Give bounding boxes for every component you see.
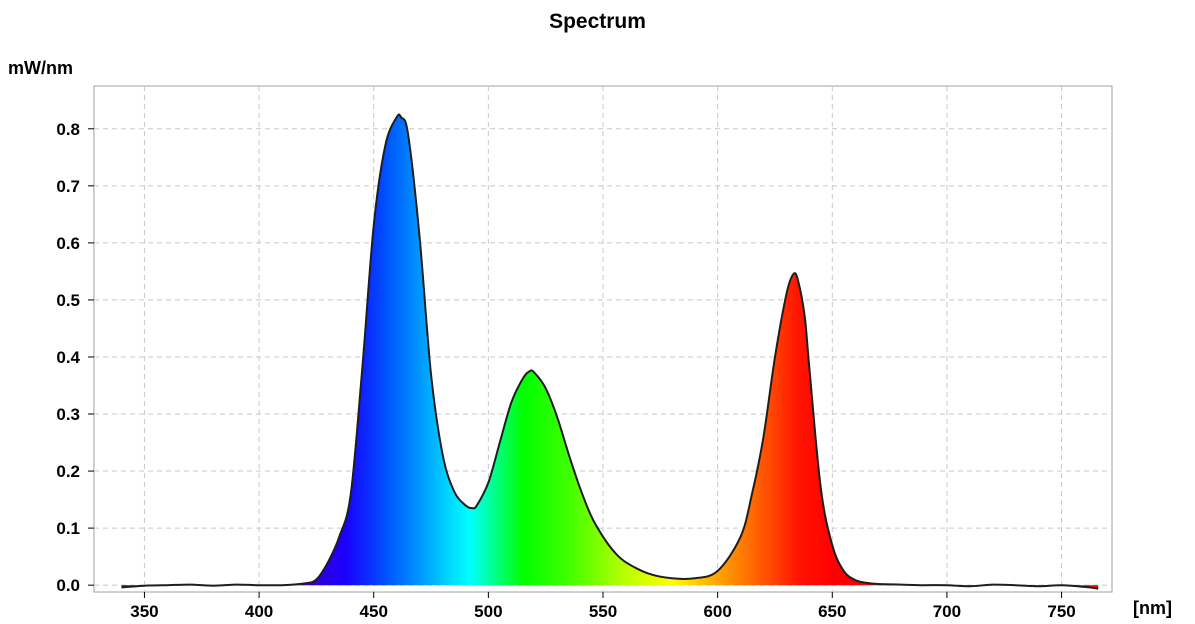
x-axis-ticks: 350 400 450 500 550 600 650 700 750 bbox=[130, 592, 1076, 621]
x-axis-label: [nm] bbox=[1133, 598, 1172, 618]
chart-title: Spectrum bbox=[549, 10, 646, 33]
y-tick-label: 0.8 bbox=[56, 120, 80, 139]
x-tick-label: 350 bbox=[130, 602, 158, 621]
x-tick-label: 400 bbox=[245, 602, 273, 621]
y-tick-label: 0.2 bbox=[56, 462, 80, 481]
y-axis-label: mW/nm bbox=[8, 58, 73, 78]
spectrum-curve bbox=[121, 113, 1099, 590]
x-tick-label: 700 bbox=[933, 602, 961, 621]
x-tick-label: 500 bbox=[474, 602, 502, 621]
spectrum-area-fill bbox=[121, 114, 1099, 589]
y-tick-label: 0.4 bbox=[56, 348, 80, 367]
x-tick-label: 600 bbox=[703, 602, 731, 621]
x-tick-label: 550 bbox=[589, 602, 617, 621]
y-tick-label: 0.7 bbox=[56, 177, 80, 196]
y-axis-ticks: 0.0 0.1 0.2 0.3 0.4 0.5 0.6 0.7 0.8 bbox=[56, 120, 94, 595]
x-tick-label: 650 bbox=[818, 602, 846, 621]
y-tick-label: 0.0 bbox=[56, 576, 80, 595]
y-tick-label: 0.6 bbox=[56, 234, 80, 253]
y-tick-label: 0.3 bbox=[56, 405, 80, 424]
x-tick-label: 750 bbox=[1047, 602, 1075, 621]
y-tick-label: 0.1 bbox=[56, 519, 80, 538]
y-tick-label: 0.5 bbox=[56, 291, 80, 310]
x-tick-label: 450 bbox=[360, 602, 388, 621]
